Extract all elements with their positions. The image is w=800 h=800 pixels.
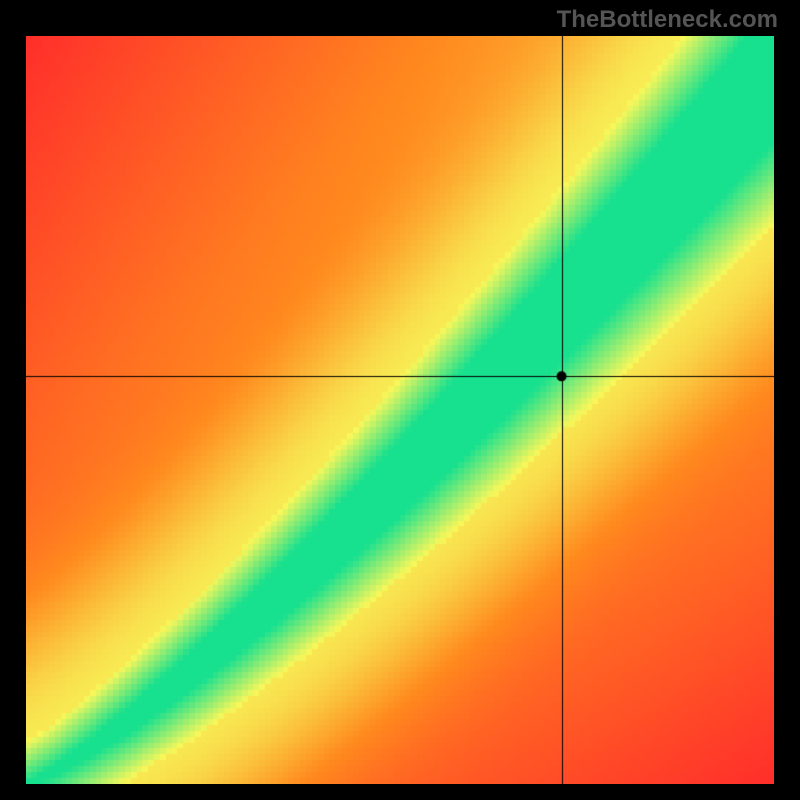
bottleneck-heatmap: [26, 36, 774, 784]
watermark-text: TheBottleneck.com: [557, 6, 778, 34]
